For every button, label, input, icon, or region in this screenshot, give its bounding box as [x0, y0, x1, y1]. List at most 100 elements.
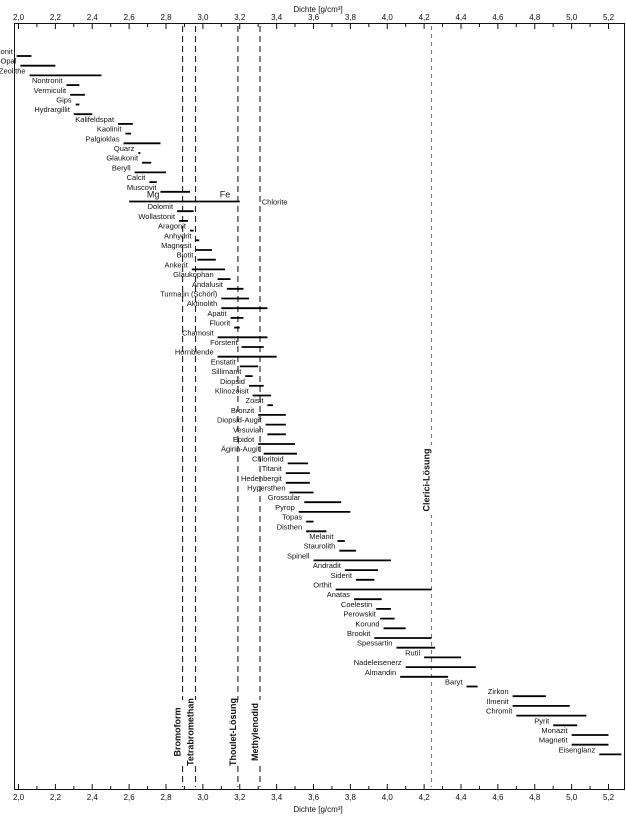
- top-tick-label: 4,8: [529, 13, 541, 22]
- bottom-axis: 2,0 2,2 2,4 2,6 2,8 3,0 3,2 3,4 3,6 3,8 4,0 4,2 4,4 4…: [13, 784, 615, 802]
- bottom-tick-label: 4,8: [529, 793, 541, 802]
- mineral-label: Hydrargillit: [34, 105, 70, 114]
- mineral-label: Gips: [56, 96, 72, 105]
- mineral-label: Pyrit: [534, 716, 550, 725]
- mineral-label: Monazit: [541, 726, 568, 735]
- top-tick-label: 3,0: [197, 13, 209, 22]
- top-tick-label: 4,6: [492, 13, 504, 22]
- mineral-label: Nadeleisenerz: [354, 658, 402, 667]
- bottom-tick-label: 4,0: [382, 793, 394, 802]
- mineral-label: Vesuvian: [233, 425, 263, 434]
- reference-line-label: Clerici-Lösung: [422, 448, 432, 511]
- mineral-label: Nontronit: [32, 76, 63, 85]
- mineral-label: Beryll: [112, 163, 131, 172]
- mineral-label: Muscovit: [127, 183, 158, 192]
- top-axis: 2,0 2,2 2,4 2,6 2,8 3,0 3,2 3,4 3,6 3,8 4,0 4,2 4,4 4…: [13, 13, 615, 29]
- bottom-tick-label: 5,0: [566, 793, 578, 802]
- mineral-label: Epidot: [233, 435, 255, 444]
- mineral-label: Aktinolith: [187, 299, 217, 308]
- bar-end-label: Fe: [220, 190, 231, 200]
- plot-frame: [14, 23, 625, 790]
- mineral-label: Ilmenit: [487, 697, 510, 706]
- mineral-label: Palgioklas: [85, 134, 119, 143]
- mineral-label: Spessartin: [357, 639, 392, 648]
- bottom-tick-label: 4,6: [492, 793, 504, 802]
- mineral-label: Disthen: [277, 522, 302, 531]
- mineral-label: Titanit: [262, 464, 283, 473]
- mineral-label: Enstatit: [211, 357, 237, 366]
- mineral-label: Diopsid-Augit: [217, 416, 263, 425]
- mineral-label: Apatit: [207, 309, 227, 318]
- reference-label-bg: [186, 700, 197, 764]
- bottom-tick-label: 3,2: [234, 793, 246, 802]
- mineral-label: Biotit: [177, 251, 195, 260]
- mineral-label: Baryt: [445, 678, 463, 687]
- mineral-label: Quarz: [114, 144, 135, 153]
- mineral-label: Staurolith: [304, 542, 336, 551]
- mineral-label: Zirkon: [488, 687, 509, 696]
- top-tick-label: 3,6: [308, 13, 320, 22]
- top-tick-label: 5,0: [566, 13, 578, 22]
- mineral-label: Chlorite: [262, 198, 288, 207]
- bottom-tick-label: 2,2: [50, 793, 62, 802]
- top-tick-label: 2,2: [50, 13, 62, 22]
- mineral-label: Vermiculit: [34, 86, 67, 95]
- bottom-tick-label: 5,2: [603, 793, 615, 802]
- mineral-label: Pyrop: [275, 503, 295, 512]
- reference-line-label: Bromoform: [173, 708, 183, 757]
- reference-line-label: Tetrabromethan: [186, 698, 196, 766]
- mineral-label: Anatas: [327, 590, 351, 599]
- mineral-label: Zoisit: [245, 396, 264, 405]
- reference-lines: Bromoform Tetrabromethan Thoulet-Lösung Met…: [173, 26, 433, 787]
- reference-line-label: Thoulet-Lösung: [228, 698, 238, 766]
- mineral-label: Bronzit: [231, 406, 255, 415]
- top-tick-label: 4,2: [419, 13, 431, 22]
- mineral-label: Melanit: [309, 532, 334, 541]
- mineral-label: Siderit: [331, 571, 353, 580]
- mineral-label: Chromit: [486, 707, 513, 716]
- mineral-label: Hornblende: [175, 348, 214, 357]
- top-tick-label: 4,4: [455, 13, 467, 22]
- top-tick-label: 4,0: [382, 13, 394, 22]
- mineral-label: Rutil: [405, 648, 420, 657]
- mineral-label: Dolomit: [148, 202, 174, 211]
- mineral-label: Topas: [282, 513, 302, 522]
- bottom-tick-label: 4,2: [419, 793, 431, 802]
- mineral-label: Hypersthen: [247, 484, 285, 493]
- bottom-tick-label: 3,4: [271, 793, 283, 802]
- mineral-label: Korund: [355, 619, 379, 628]
- mineral-label: Andradit: [313, 561, 342, 570]
- mineral-label: Magnesit: [161, 241, 192, 250]
- reference-label-bg: [228, 700, 239, 764]
- mineral-label: Grossular: [268, 493, 301, 502]
- mineral-label: Coelestin: [341, 600, 372, 609]
- mineral-label: Zeolithe: [0, 66, 26, 75]
- mineral-label: Forsterit: [210, 338, 238, 347]
- mineral-label: Calcit: [127, 173, 147, 182]
- mineral-label: Wollastonit: [138, 212, 175, 221]
- top-tick-label: 5,2: [603, 13, 615, 22]
- bottom-tick-label: 2,8: [160, 793, 172, 802]
- mineral-label: Magnetit: [539, 736, 569, 745]
- mineral-label: Sillimanit: [211, 367, 242, 376]
- mineral-label: Anhydrit: [164, 231, 192, 240]
- top-tick-label: 2,6: [124, 13, 136, 22]
- mineral-label: Hedenbergit: [241, 474, 283, 483]
- mineral-label: Andalusit: [192, 280, 224, 289]
- mineral-label: Chloritoid: [252, 454, 284, 463]
- bottom-tick-label: 3,0: [197, 793, 209, 802]
- mineral-label: Eisenglanz: [559, 745, 596, 754]
- mineral-label: Fluorit: [209, 319, 231, 328]
- mineral-label: Montmorillonit: [0, 47, 14, 56]
- top-tick-label: 2,4: [87, 13, 99, 22]
- reference-line-label: Methylenodid: [250, 703, 260, 761]
- bottom-tick-label: 4,4: [455, 793, 467, 802]
- top-tick-label: 3,8: [345, 13, 357, 22]
- mineral-label: Spinell: [287, 551, 310, 560]
- mineral-label: Kaolinit: [97, 125, 123, 134]
- bottom-axis-label: Dichte [g/cm³]: [293, 805, 342, 814]
- mineral-label: Klinozoisit: [215, 387, 250, 396]
- top-tick-label: 2,0: [13, 13, 25, 22]
- mineral-label: Ägirin-Augit: [221, 445, 261, 454]
- mineral-label: Turmalin (Schörl): [160, 290, 218, 299]
